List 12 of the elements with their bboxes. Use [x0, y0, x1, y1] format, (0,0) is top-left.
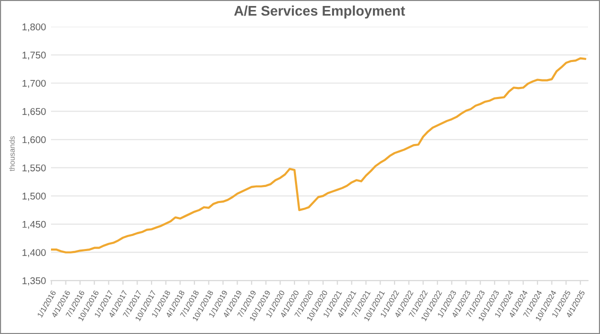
y-tick-label: 1,350	[22, 277, 46, 286]
y-tick-label: 1,400	[22, 249, 46, 258]
chart-title: A/E Services Employment	[234, 6, 406, 18]
line-series	[51, 57, 586, 254]
y-tick-label: 1,450	[22, 220, 46, 229]
y-tick-label: 1,800	[22, 23, 46, 32]
y-tick-label: 1,550	[22, 164, 46, 173]
y-tick-label: 1,650	[22, 108, 46, 116]
y-tick-label: 1,600	[22, 136, 46, 144]
y-tick-label: 1,700	[22, 80, 46, 88]
y-tick-label: 1,750	[22, 52, 46, 60]
y-tick-label: 1,500	[22, 192, 46, 201]
